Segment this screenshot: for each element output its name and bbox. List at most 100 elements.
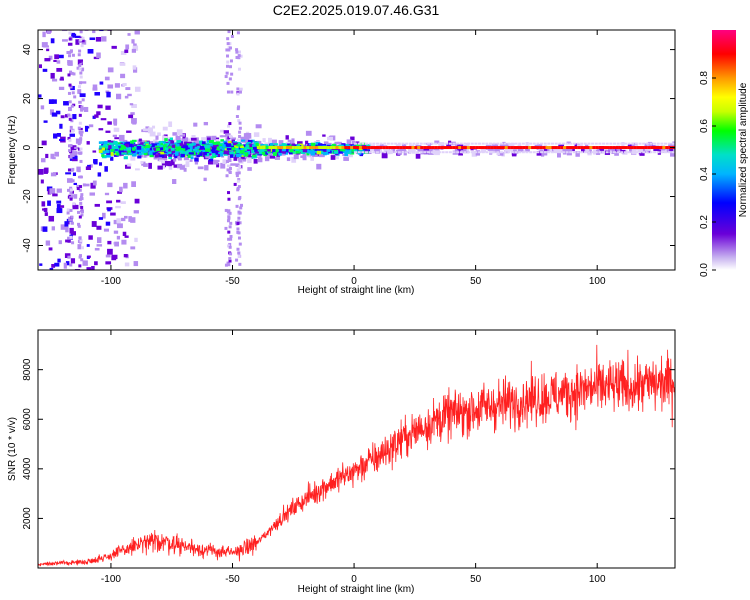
- spectral-cell: [105, 130, 111, 133]
- spectral-cell: [554, 142, 558, 145]
- spectral-cell: [587, 151, 591, 154]
- spectral-cell: [343, 156, 349, 161]
- spectral-cell: [228, 170, 232, 174]
- spectral-cell: [123, 182, 128, 189]
- spectral-cell: [226, 54, 230, 58]
- spectral-cell: [67, 255, 71, 259]
- spectral-cell: [128, 143, 133, 147]
- spectral-cell: [190, 156, 194, 160]
- spectral-cell: [638, 151, 642, 154]
- snr-y-ticks: 2000 4000 6000 8000: [22, 358, 675, 530]
- spectral-cell: [118, 149, 122, 152]
- spectral-cell: [532, 151, 536, 154]
- spectrogram-frame: [37, 29, 676, 271]
- spectral-cell: [127, 150, 132, 155]
- spectral-cell: [173, 157, 177, 162]
- spectral-cell: [207, 137, 211, 141]
- spectral-cell: [42, 226, 48, 232]
- spectral-cell: [609, 151, 613, 154]
- spectral-cell: [74, 155, 78, 160]
- carrier-cell: [656, 146, 660, 150]
- spectral-cell: [666, 149, 671, 153]
- spectral-cell: [77, 169, 81, 173]
- spectral-cell: [92, 150, 97, 153]
- spectral-cell: [225, 48, 229, 52]
- spectral-cell: [159, 159, 164, 162]
- spectral-cell: [327, 136, 333, 141]
- spectral-cell: [379, 151, 383, 154]
- spectral-cell: [514, 142, 518, 145]
- spectral-cell: [281, 143, 286, 148]
- spectral-cell: [76, 166, 81, 172]
- spectral-cell: [168, 153, 173, 157]
- spectral-cell: [671, 151, 675, 154]
- colorbar: 0.0 0.2 0.4 0.6 0.8 Normalized spectral ampl…: [699, 30, 749, 277]
- spectral-cell: [176, 163, 183, 169]
- spectral-cell: [394, 151, 398, 154]
- carrier-cell: [358, 146, 362, 150]
- spectral-cell: [80, 105, 84, 109]
- spectral-cell: [656, 151, 660, 154]
- spectral-cell: [205, 142, 210, 145]
- spectral-cell: [92, 87, 98, 91]
- spectral-cell: [274, 156, 280, 160]
- spectral-cell: [228, 122, 232, 126]
- spectral-cell: [143, 152, 148, 156]
- spectral-cell: [113, 127, 120, 132]
- spectral-cell: [492, 151, 496, 154]
- spectral-cell: [262, 138, 266, 143]
- spectral-cell: [180, 153, 185, 158]
- spectral-cell: [507, 147, 513, 152]
- spectral-cell: [101, 36, 107, 42]
- spectral-cell: [245, 145, 249, 148]
- spectral-cell: [81, 67, 85, 71]
- spectral-cell: [237, 254, 241, 258]
- spectral-cell: [558, 144, 565, 147]
- spectral-cell: [598, 142, 602, 145]
- spectral-cell: [77, 244, 82, 250]
- spectral-cell: [645, 142, 649, 145]
- spectral-cell: [316, 150, 322, 155]
- spectral-cell: [151, 143, 155, 148]
- spectral-cell: [238, 126, 242, 130]
- spectral-cell: [149, 131, 156, 137]
- spectral-cell: [310, 152, 316, 156]
- spectral-cell: [397, 142, 401, 145]
- carrier-cell: [510, 146, 514, 150]
- spectral-cell: [229, 151, 234, 155]
- spectral-cell: [46, 48, 50, 52]
- spectral-cell: [238, 90, 242, 94]
- carrier-cell: [396, 146, 400, 150]
- spectral-cell: [88, 124, 94, 128]
- carrier-cell: [420, 146, 424, 150]
- spectral-cell: [631, 151, 635, 154]
- spectral-cell: [366, 144, 371, 147]
- spectral-cell: [503, 151, 507, 154]
- spectral-cell: [168, 165, 173, 170]
- y-tick-label: 8000: [22, 358, 33, 381]
- spectral-cell: [390, 142, 394, 145]
- spectral-cell: [112, 134, 118, 137]
- spectral-cell: [184, 151, 189, 155]
- spectrogram-y-label: Frequency (Hz): [7, 116, 18, 185]
- spectral-cell: [201, 141, 206, 145]
- spectral-cell: [193, 122, 198, 127]
- spectral-cell: [199, 145, 204, 150]
- spectral-cell: [89, 37, 96, 41]
- spectral-cell: [185, 138, 192, 142]
- spectral-cell: [89, 164, 93, 168]
- spectral-cell: [68, 117, 72, 121]
- spectral-cell: [99, 145, 104, 149]
- spectral-cell: [553, 147, 560, 153]
- spectral-cell: [245, 131, 250, 134]
- spectral-cell: [543, 142, 547, 145]
- spectral-cell: [551, 142, 555, 145]
- spectral-cell: [262, 151, 266, 155]
- spectral-cell: [65, 239, 70, 243]
- carrier-cell: [531, 146, 535, 150]
- spectral-cell: [77, 53, 81, 57]
- x-tick-label: 50: [470, 574, 482, 585]
- carrier-cell: [291, 146, 295, 150]
- spectral-cell: [434, 140, 440, 144]
- spectral-cell: [591, 151, 595, 154]
